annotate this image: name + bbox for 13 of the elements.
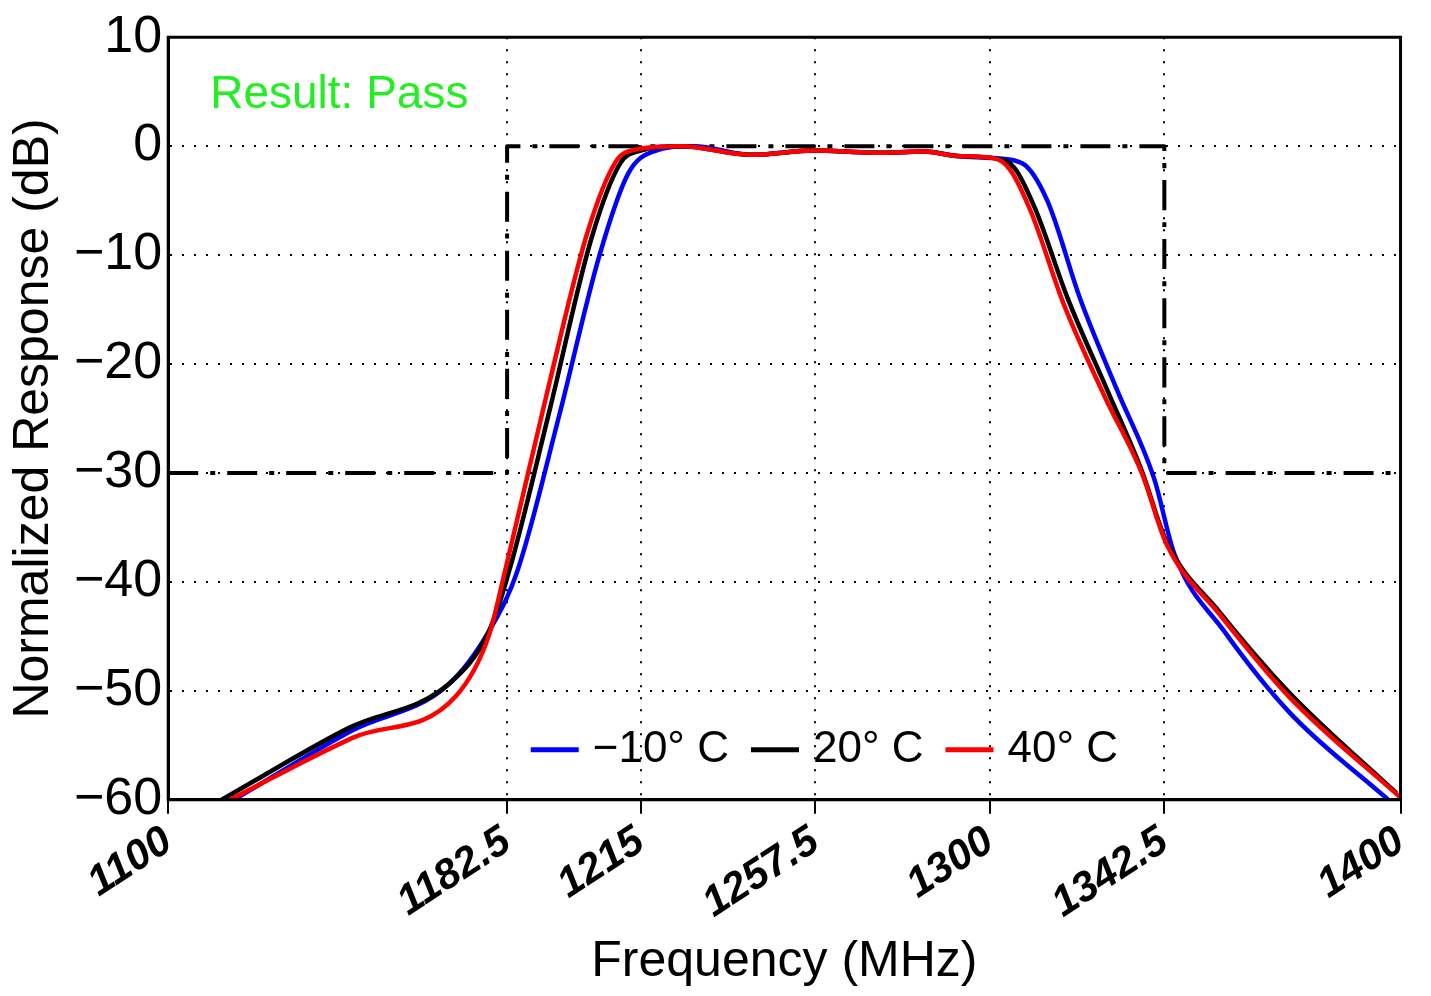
y-tick-label: 10: [104, 4, 163, 63]
annotation: Result: Pass: [210, 65, 469, 118]
x-axis-title: Frequency (MHz): [591, 930, 978, 987]
y-tick-label: −50: [73, 658, 163, 717]
y-tick-label: −10: [73, 222, 163, 281]
y-tick-label: −40: [73, 549, 163, 608]
legend-label: 20° C: [812, 721, 924, 771]
y-axis-title: Normalized Response (dB): [2, 118, 59, 719]
legend-label: −10° C: [592, 721, 729, 771]
y-tick-label: −20: [73, 331, 163, 390]
y-tick-label: −30: [73, 440, 163, 499]
y-tick-label: 0: [133, 113, 163, 172]
legend-label: 40° C: [1007, 721, 1119, 771]
